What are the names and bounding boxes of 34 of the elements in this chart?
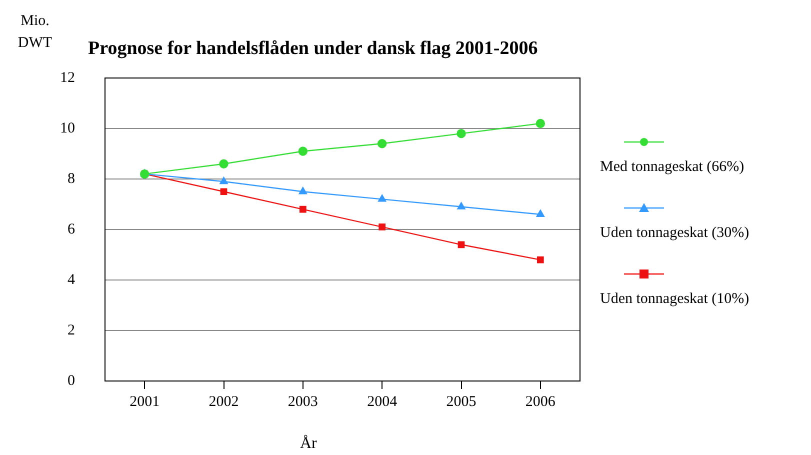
- x-axis-title: År: [300, 435, 317, 453]
- point: [298, 146, 308, 156]
- point: [378, 194, 386, 202]
- point: [457, 202, 466, 210]
- y-tick-label: 2: [68, 322, 75, 338]
- x-tick-label: 2005: [446, 394, 476, 410]
- x-tick-label: 2002: [208, 394, 239, 410]
- legend-label: Med tonnageskat (66%): [600, 159, 746, 176]
- point: [456, 128, 466, 138]
- chart-title: Prognose for handelsflåden under dansk flag 2001-2006: [88, 38, 538, 60]
- point: [220, 176, 228, 184]
- point: [536, 210, 544, 217]
- point: [378, 224, 386, 230]
- point: [536, 118, 546, 128]
- point: [299, 206, 306, 213]
- point: [220, 188, 228, 196]
- y-tick-label: 4: [68, 272, 76, 288]
- y-tick-label: 0: [68, 372, 75, 389]
- y-tick-label: 12: [60, 70, 75, 86]
- x-tick-label: 2001: [130, 394, 160, 410]
- point: [219, 159, 228, 168]
- legend-label: Uden tonnageskat (10%): [600, 291, 750, 308]
- point: [458, 241, 465, 248]
- y-tick-label: 6: [68, 221, 76, 238]
- legend-label: Uden tonnageskat (30%): [600, 225, 750, 242]
- point: [377, 139, 387, 148]
- y-tick-label: 10: [60, 120, 75, 136]
- point: [536, 256, 544, 264]
- y-tick-label: 8: [68, 170, 75, 187]
- x-tick-label: 2006: [525, 394, 556, 410]
- y-axis-title: Mio. DWT: [16, 12, 54, 53]
- x-tick-label: 2003: [288, 394, 318, 410]
- point: [298, 187, 307, 194]
- x-tick-label: 2004: [367, 394, 398, 410]
